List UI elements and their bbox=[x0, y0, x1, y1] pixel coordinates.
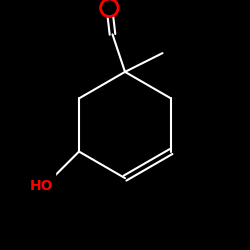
Text: HO: HO bbox=[30, 179, 53, 193]
Circle shape bbox=[101, 0, 118, 16]
